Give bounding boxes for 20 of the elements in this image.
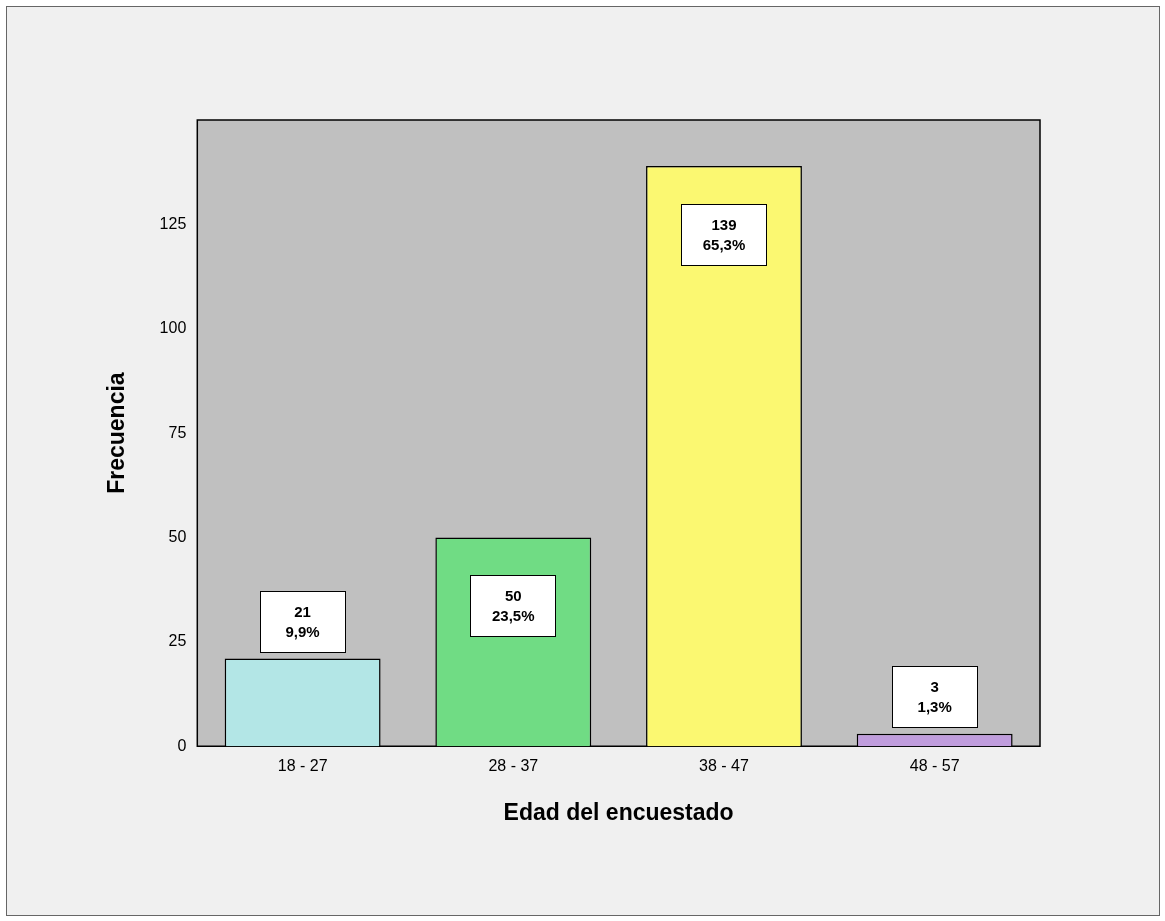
y-axis-title: Frecuencia: [103, 372, 130, 494]
data-label: 21 9,9%: [284, 601, 321, 642]
y-tick-label: 75: [168, 423, 187, 441]
data-label: 50 23,5%: [491, 586, 536, 627]
y-tick-label: 125: [159, 214, 187, 232]
x-tick-label: 38 - 47: [699, 757, 749, 775]
data-label: 3 1,3%: [916, 676, 953, 717]
y-tick-label: 0: [177, 736, 187, 754]
x-axis-title: Edad del encuestado: [503, 798, 734, 825]
x-tick-label: 48 - 57: [909, 757, 960, 775]
callout-box: 139 65,3%: [681, 203, 767, 266]
y-tick-label: 100: [159, 319, 187, 337]
x-tick-label: 28 - 37: [488, 757, 539, 775]
y-tick-label: 50: [168, 527, 187, 545]
data-label: 139 65,3%: [701, 214, 747, 255]
x-tick-label: 18 - 27: [277, 757, 328, 775]
callout-box: 21 9,9%: [259, 590, 346, 653]
y-tick-label: 25: [168, 632, 187, 650]
callout-box: 3 1,3%: [891, 665, 978, 728]
callout-box: 50 23,5%: [470, 575, 557, 638]
